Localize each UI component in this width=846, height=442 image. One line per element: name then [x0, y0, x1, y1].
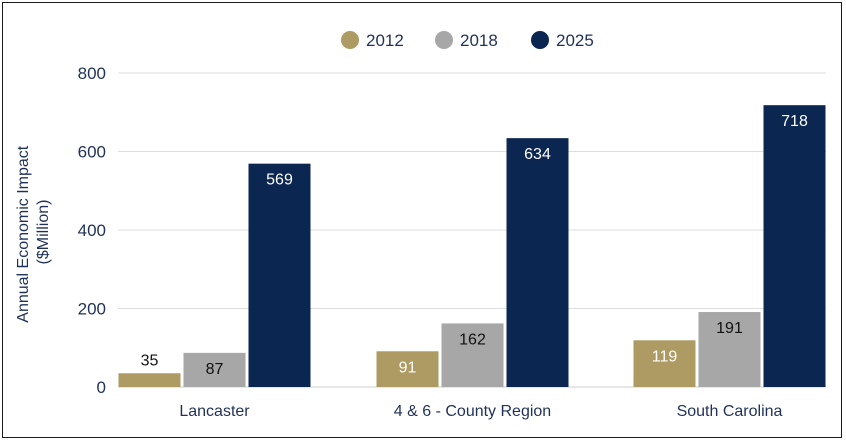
data-label: 569 — [266, 172, 293, 189]
legend-label: 2018 — [460, 31, 498, 50]
y-axis-label-line-2: ($Million) — [35, 200, 52, 265]
bar-2018-0 — [183, 352, 246, 387]
data-label: 718 — [781, 113, 808, 130]
data-label: 91 — [399, 359, 417, 376]
y-axis-label-line-1: Annual Economic Impact — [15, 145, 32, 323]
bar-2012-2 — [633, 340, 696, 387]
legend-label: 2025 — [556, 31, 594, 50]
legend-label: 2012 — [366, 31, 404, 50]
y-tick-label: 0 — [97, 378, 106, 397]
data-label: 634 — [524, 146, 551, 163]
y-axis-ticks: 0 200 400 600 800 — [78, 64, 106, 397]
data-label: 162 — [459, 331, 486, 348]
bars: 35 87 569 91 162 634 119 191 718 — [118, 105, 826, 387]
legend-marker-2012 — [341, 31, 359, 49]
category-label: Lancaster — [179, 403, 250, 420]
category-label: South Carolina — [677, 403, 783, 420]
data-label: 191 — [716, 320, 743, 337]
data-label: 35 — [141, 352, 159, 369]
bar-2018-2 — [698, 312, 761, 387]
bar-2025-0 — [248, 163, 311, 387]
legend: 2012 2018 2025 — [341, 31, 594, 50]
bar-2025-2 — [763, 105, 826, 387]
data-label: 119 — [652, 348, 678, 365]
y-tick-label: 800 — [78, 64, 106, 83]
y-tick-label: 200 — [78, 300, 106, 319]
bar-2025-1 — [506, 138, 569, 387]
category-labels: Lancaster 4 & 6 - County Region South Caro… — [179, 403, 782, 420]
category-label: 4 & 6 - County Region — [394, 403, 551, 420]
y-axis-label: Annual Economic Impact ($Million) — [15, 141, 52, 322]
legend-marker-2018 — [435, 31, 453, 49]
data-label: 87 — [206, 361, 224, 378]
bar-2012-0 — [118, 373, 181, 387]
bar-2018-1 — [441, 323, 504, 387]
y-tick-label: 400 — [78, 221, 106, 240]
y-tick-label: 600 — [78, 143, 106, 162]
legend-marker-2025 — [531, 31, 549, 49]
bar-2012-1 — [376, 351, 439, 387]
